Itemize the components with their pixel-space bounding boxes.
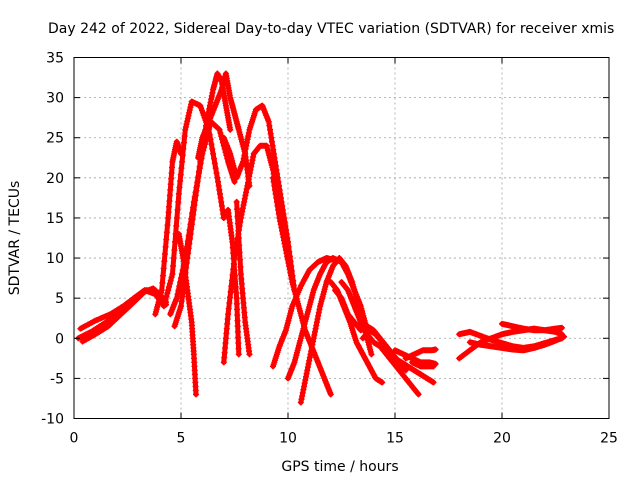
series-track-27-line — [499, 321, 565, 333]
y-tick-label: 35 — [46, 51, 64, 67]
series-track-23-line — [409, 359, 437, 369]
axis-ticks: 0 5 10 15 20 25 -10 -5 0 5 10 15 20 25 30 35 — [41, 51, 618, 447]
series-track-13-line — [270, 175, 334, 397]
y-tick-label: 10 — [46, 251, 64, 267]
x-tick-label: 15 — [386, 431, 404, 447]
chart-title: Day 242 of 2022, Sidereal Day-to-day VTE… — [48, 21, 614, 37]
series-track-1-line — [75, 99, 227, 341]
x-tick-label: 5 — [177, 431, 186, 447]
series-track-21-line — [392, 347, 439, 367]
series-track-18-line — [339, 279, 422, 397]
plot-frame — [73, 57, 610, 419]
x-tick-label: 0 — [70, 431, 79, 447]
series-track-12-line — [234, 199, 252, 357]
y-tick-label: -10 — [41, 412, 64, 428]
series-track-3-line — [77, 287, 169, 332]
x-tick-label: 20 — [493, 431, 511, 447]
series-track-14-line — [270, 255, 336, 369]
x-axis-label: GPS time / hours — [281, 459, 398, 475]
y-axis-label: SDTVAR / TECUs — [7, 181, 23, 296]
y-tick-label: 5 — [55, 291, 64, 307]
series-track-8-line — [195, 71, 252, 189]
series-track-20-line — [360, 327, 437, 385]
series-track-26-line — [467, 334, 567, 353]
series-track-22-line — [403, 347, 439, 361]
y-tick-label: 25 — [46, 131, 64, 147]
series-track-4-line — [152, 139, 184, 317]
series-track-11-line — [221, 207, 242, 357]
y-tick-label: 30 — [46, 91, 64, 107]
series-track-16-line — [298, 255, 374, 405]
series-track-9-line — [221, 143, 282, 365]
y-tick-label: -5 — [50, 371, 64, 387]
y-tick-label: 0 — [55, 331, 64, 347]
grid — [74, 57, 609, 419]
series-track-7-line — [176, 231, 199, 397]
y-tick-label: 20 — [46, 171, 64, 187]
data-series — [75, 70, 568, 406]
series-track-10-line — [221, 103, 297, 293]
x-tick-label: 25 — [600, 431, 618, 447]
x-tick-label: 10 — [279, 431, 297, 447]
y-tick-label: 15 — [46, 211, 64, 227]
